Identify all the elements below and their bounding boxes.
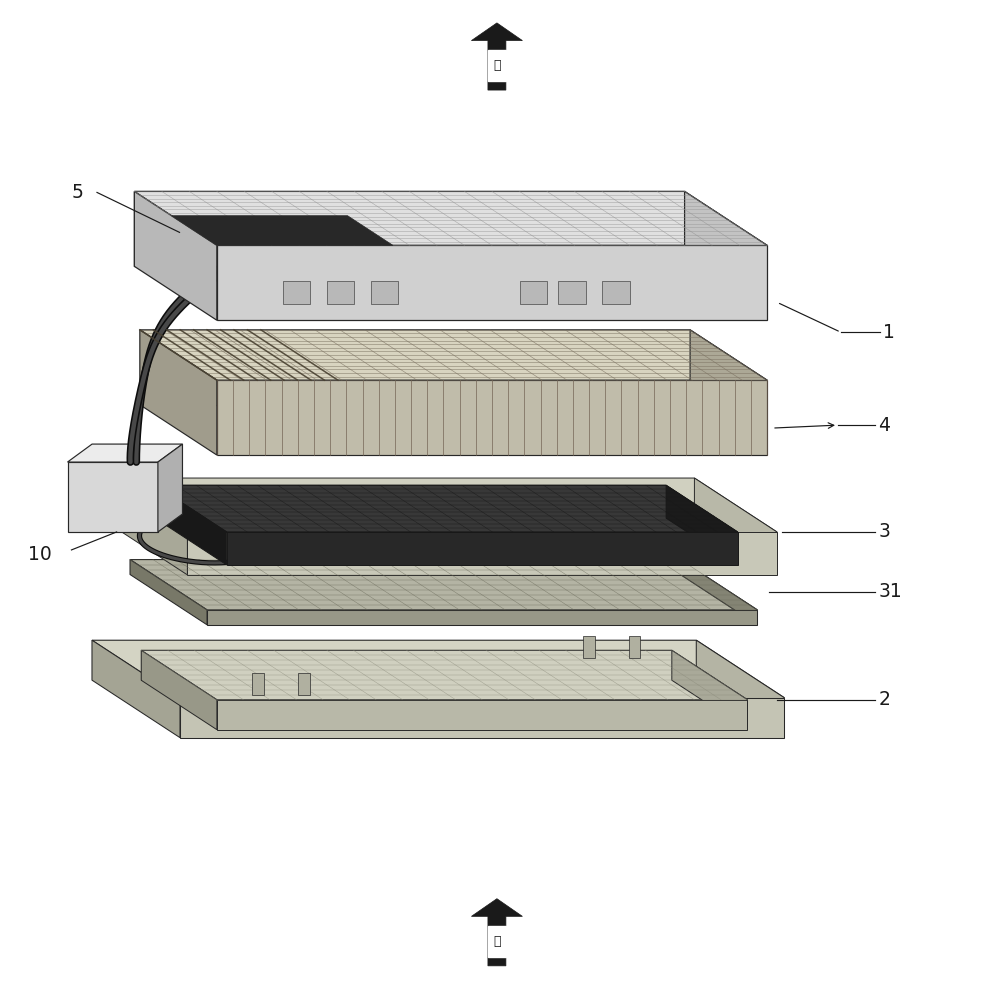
- Text: 5: 5: [72, 183, 84, 202]
- Bar: [583, 636, 594, 658]
- Bar: [629, 636, 641, 658]
- Bar: [558, 281, 585, 304]
- Text: 4: 4: [878, 416, 891, 435]
- Polygon shape: [471, 23, 523, 90]
- Polygon shape: [140, 330, 216, 455]
- Text: 2: 2: [878, 690, 891, 709]
- Polygon shape: [207, 610, 758, 625]
- Polygon shape: [105, 478, 777, 532]
- Polygon shape: [135, 191, 216, 320]
- FancyBboxPatch shape: [488, 50, 506, 81]
- Bar: [327, 281, 354, 304]
- FancyBboxPatch shape: [488, 926, 506, 957]
- Polygon shape: [140, 330, 768, 380]
- Polygon shape: [130, 560, 758, 610]
- Polygon shape: [216, 700, 748, 730]
- Bar: [298, 673, 310, 695]
- Polygon shape: [142, 650, 672, 680]
- Polygon shape: [666, 485, 738, 565]
- Text: 1: 1: [883, 323, 895, 342]
- Polygon shape: [697, 640, 784, 738]
- Polygon shape: [105, 478, 187, 575]
- Polygon shape: [130, 560, 680, 574]
- Text: 风: 风: [493, 935, 501, 948]
- Polygon shape: [105, 478, 695, 521]
- Bar: [520, 281, 547, 304]
- Text: 风: 风: [493, 59, 501, 72]
- Text: 31: 31: [878, 582, 902, 601]
- Polygon shape: [68, 462, 157, 532]
- Polygon shape: [216, 380, 768, 455]
- Polygon shape: [680, 560, 758, 625]
- Polygon shape: [135, 191, 685, 266]
- Polygon shape: [155, 485, 666, 518]
- Bar: [283, 281, 310, 304]
- Polygon shape: [690, 330, 768, 455]
- Polygon shape: [180, 698, 784, 738]
- Polygon shape: [92, 640, 784, 698]
- Bar: [252, 673, 264, 695]
- Polygon shape: [155, 485, 226, 565]
- Polygon shape: [216, 245, 768, 320]
- Polygon shape: [187, 532, 777, 575]
- Polygon shape: [142, 650, 216, 730]
- Polygon shape: [130, 560, 207, 625]
- Polygon shape: [68, 444, 182, 462]
- Polygon shape: [142, 650, 748, 700]
- Text: 3: 3: [878, 522, 891, 541]
- Polygon shape: [672, 650, 748, 730]
- Text: 10: 10: [29, 545, 52, 564]
- Polygon shape: [92, 640, 697, 680]
- Polygon shape: [226, 532, 738, 565]
- Polygon shape: [685, 191, 768, 320]
- Polygon shape: [155, 485, 738, 532]
- Polygon shape: [135, 191, 768, 245]
- Polygon shape: [695, 478, 777, 575]
- Polygon shape: [157, 444, 182, 532]
- Polygon shape: [171, 216, 393, 245]
- Polygon shape: [92, 640, 180, 738]
- Bar: [602, 281, 630, 304]
- Polygon shape: [471, 899, 523, 966]
- Polygon shape: [140, 330, 690, 405]
- Bar: [371, 281, 399, 304]
